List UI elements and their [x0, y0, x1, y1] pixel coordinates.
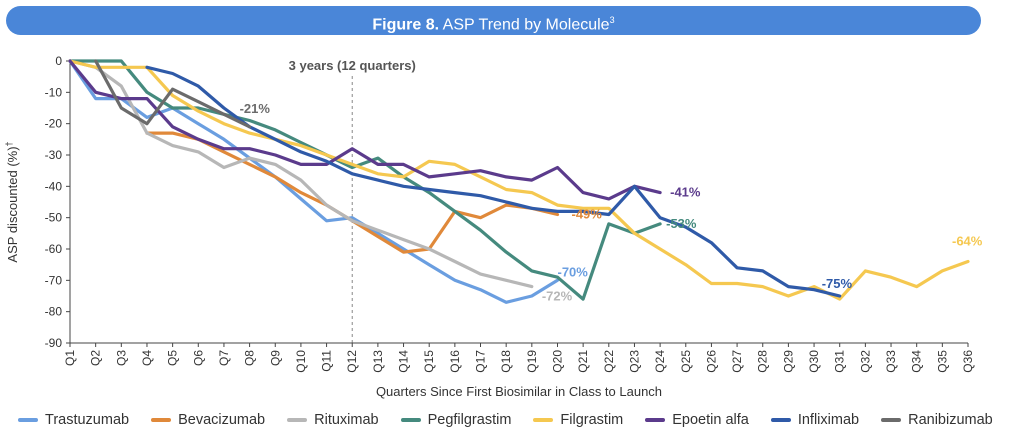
- legend-swatch: [881, 418, 902, 422]
- x-tick-label: Q10: [294, 350, 308, 373]
- x-tick-label: Q23: [627, 350, 641, 373]
- legend-item-epoetin-alfa: Epoetin alfa: [645, 412, 749, 428]
- figure-number: Figure 8.: [372, 16, 440, 34]
- title-footnote: 3: [609, 15, 615, 25]
- legend-item-rituximab: Rituximab: [287, 412, 379, 428]
- legend-swatch: [533, 418, 554, 422]
- x-tick-label: Q8: [243, 350, 257, 366]
- x-tick-label: Q26: [704, 350, 718, 373]
- y-tick-label: -90: [45, 336, 63, 350]
- y-tick-label: -70: [45, 273, 63, 287]
- legend-swatch: [400, 418, 421, 422]
- series-layer: [68, 59, 970, 304]
- x-tick-label: Q32: [858, 350, 872, 373]
- x-tick-label: Q22: [602, 350, 616, 373]
- end-label-filgrastim: -64%: [952, 234, 983, 249]
- legend-label: Filgrastim: [560, 412, 624, 428]
- x-tick-label: Q17: [474, 350, 488, 373]
- end-label-trastuzumab: -70%: [557, 264, 588, 279]
- series-line-infliximab: [145, 65, 842, 298]
- x-tick-label: Q33: [884, 350, 898, 373]
- x-tick-label: Q34: [910, 350, 924, 373]
- x-tick-label: Q14: [397, 350, 411, 373]
- legend-swatch: [770, 418, 791, 422]
- x-tick-label: Q9: [268, 350, 282, 366]
- legend-label: Trastuzumab: [45, 412, 130, 428]
- x-tick-label: Q3: [114, 350, 128, 366]
- figure-title: ASP Trend by Molecule: [442, 16, 610, 34]
- reference-line-label: 3 years (12 quarters): [289, 58, 416, 73]
- x-tick-label: Q25: [679, 350, 693, 373]
- end-label-ranibizumab: -21%: [240, 101, 271, 116]
- y-tick-label: -40: [45, 179, 63, 193]
- end-label-pegfilgrastim: -53%: [666, 216, 697, 231]
- x-tick-label: Q27: [730, 350, 744, 373]
- y-tick-label: -50: [45, 211, 63, 225]
- end-label-epoetin-alfa: -41%: [670, 185, 701, 200]
- x-tick-label: Q11: [320, 350, 334, 372]
- x-tick-label: Q18: [499, 350, 513, 373]
- y-tick-label: 0: [55, 54, 62, 68]
- legend-label: Rituximab: [314, 412, 379, 428]
- legend-label: Epoetin alfa: [672, 412, 749, 428]
- legend-label: Ranibizumab: [908, 412, 993, 428]
- x-tick-label: Q28: [756, 350, 770, 373]
- x-tick-label: Q35: [935, 350, 949, 373]
- legend-item-bevacizumab: Bevacizumab: [151, 412, 265, 428]
- x-tick-label: Q16: [448, 350, 462, 373]
- series-line-ranibizumab: [94, 59, 252, 129]
- x-tick-label: Q7: [217, 350, 231, 366]
- legend-label: Infliximab: [797, 412, 860, 428]
- y-tick-label: -80: [45, 305, 63, 319]
- x-axis-title: Quarters Since First Biosimilar in Class…: [376, 384, 662, 399]
- legend: Trastuzumab Bevacizumab Rituximab Pegfilgra…: [18, 412, 993, 428]
- series-line-filgrastim: [68, 59, 970, 301]
- x-tick-label: Q5: [166, 350, 180, 366]
- y-tick-label: -30: [45, 148, 63, 162]
- x-tick-label: Q21: [576, 350, 590, 373]
- legend-item-pegfilgrastim: Pegfilgrastim: [400, 412, 512, 428]
- legend-item-infliximab: Infliximab: [770, 412, 860, 428]
- y-axis-footnote: †: [4, 141, 14, 146]
- x-tick-label: Q24: [653, 350, 667, 373]
- y-tick-label: -60: [45, 242, 63, 256]
- x-tick-label: Q19: [525, 350, 539, 373]
- x-tick-label: Q2: [89, 350, 103, 366]
- grid-layer: 3 years (12 quarters): [289, 58, 416, 343]
- x-tick-label: Q12: [345, 350, 359, 373]
- x-tick-label: Q4: [140, 350, 154, 366]
- x-tick-label: Q30: [807, 350, 821, 373]
- labels-layer: -70% -49% -72% -53% -64% -41% -75% -21%: [240, 101, 983, 304]
- legend-label: Bevacizumab: [178, 412, 266, 428]
- legend-item-trastuzumab: Trastuzumab: [18, 412, 129, 428]
- series-line-pegfilgrastim: [68, 59, 662, 301]
- series-line-epoetin-alfa: [68, 59, 662, 201]
- figure-title-banner: Figure 8. ASP Trend by Molecule3: [6, 6, 981, 35]
- x-tick-label: Q31: [833, 350, 847, 373]
- legend-label: Pegfilgrastim: [427, 412, 512, 428]
- end-label-bevacizumab: -49%: [571, 207, 602, 222]
- y-tick-label: -20: [45, 117, 63, 131]
- y-tick-label: -10: [45, 85, 63, 99]
- legend-item-filgrastim: Filgrastim: [533, 412, 623, 428]
- x-tick-label: Q20: [550, 350, 564, 373]
- legend-swatch: [287, 418, 308, 422]
- x-tick-label: Q6: [191, 350, 205, 366]
- x-tick-label: Q15: [422, 350, 436, 373]
- end-label-rituximab: -72%: [542, 289, 573, 304]
- end-label-infliximab: -75%: [822, 276, 853, 291]
- series-line-rituximab: [68, 59, 534, 289]
- legend-item-ranibizumab: Ranibizumab: [881, 412, 993, 428]
- legend-swatch: [151, 418, 172, 422]
- legend-swatch: [18, 418, 38, 422]
- legend-swatch: [645, 418, 666, 422]
- y-axis-title: ASP discounted (%)†: [4, 141, 20, 262]
- x-tick-label: Q13: [371, 350, 385, 373]
- x-tick-label: Q29: [781, 350, 795, 373]
- x-tick-label: Q36: [961, 350, 975, 373]
- x-tick-label: Q1: [63, 350, 77, 366]
